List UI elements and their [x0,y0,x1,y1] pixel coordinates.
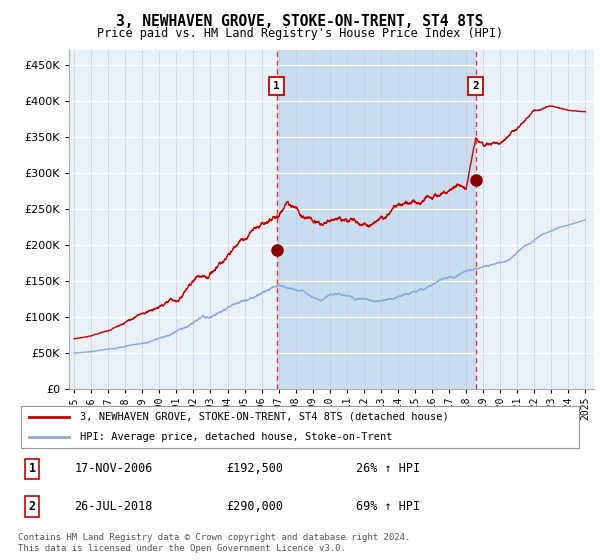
Text: 2: 2 [472,81,479,91]
Text: 2: 2 [29,500,35,513]
Text: HPI: Average price, detached house, Stoke-on-Trent: HPI: Average price, detached house, Stok… [80,432,392,442]
Text: 1: 1 [29,462,35,475]
Text: Contains HM Land Registry data © Crown copyright and database right 2024.
This d: Contains HM Land Registry data © Crown c… [18,533,410,553]
Text: £192,500: £192,500 [227,462,284,475]
Text: 26-JUL-2018: 26-JUL-2018 [74,500,153,513]
Text: 17-NOV-2006: 17-NOV-2006 [74,462,153,475]
FancyBboxPatch shape [21,405,579,449]
Bar [277,50,476,389]
Text: 1: 1 [273,81,280,91]
Text: 3, NEWHAVEN GROVE, STOKE-ON-TRENT, ST4 8TS: 3, NEWHAVEN GROVE, STOKE-ON-TRENT, ST4 8… [116,14,484,29]
Text: 26% ↑ HPI: 26% ↑ HPI [356,462,421,475]
Text: Price paid vs. HM Land Registry's House Price Index (HPI): Price paid vs. HM Land Registry's House … [97,27,503,40]
Text: 3, NEWHAVEN GROVE, STOKE-ON-TRENT, ST4 8TS (detached house): 3, NEWHAVEN GROVE, STOKE-ON-TRENT, ST4 8… [80,412,449,422]
Text: 69% ↑ HPI: 69% ↑ HPI [356,500,421,513]
Text: £290,000: £290,000 [227,500,284,513]
